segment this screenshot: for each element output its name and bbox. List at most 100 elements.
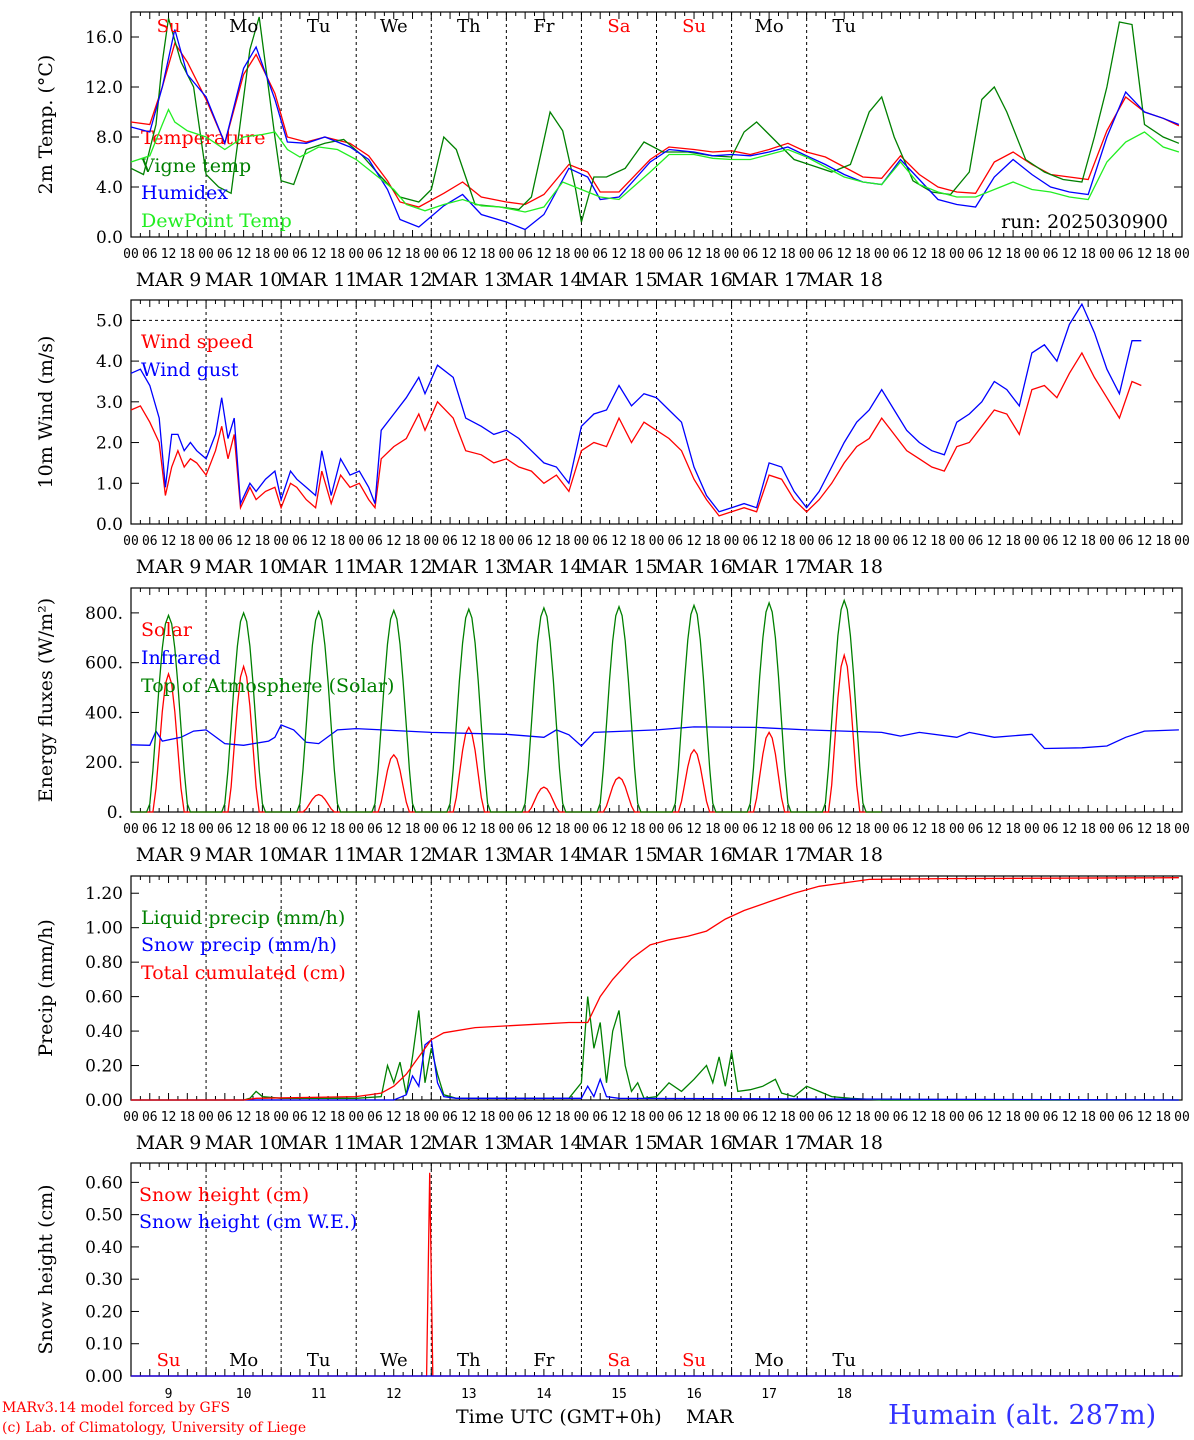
date-label: MAR 14 (505, 556, 583, 578)
hour-tick-label: 00 (1024, 534, 1040, 549)
hour-tick-label: 12 (461, 1110, 477, 1125)
legend-entry: Liquid precip (mm/h) (141, 907, 345, 929)
hour-tick-label: 12 (461, 247, 477, 262)
series-line-humidex (130, 29, 1180, 231)
legend-entry: DewPoint Temp (141, 210, 292, 232)
hour-tick-label: 18 (255, 1110, 271, 1125)
hour-tick-label: 12 (911, 1110, 927, 1125)
y-tick-label: 0.60 (85, 988, 123, 1008)
series-line-snow-precip-mm-h- (131, 1038, 1179, 1101)
y-tick-label: 0.80 (85, 953, 123, 973)
y-tick-label: 0.60 (85, 1173, 123, 1193)
hour-tick-label: 00 (123, 822, 139, 837)
hour-tick-label: 12 (911, 822, 927, 837)
hour-tick-label: 12 (161, 247, 177, 262)
hour-tick-label: 18 (705, 822, 721, 837)
hour-tick-label: 12 (686, 247, 702, 262)
date-label: MAR 15 (580, 556, 658, 578)
credit-line-1: MARv3.14 model forced by GFS (2, 1400, 231, 1416)
hour-tick-label: 06 (292, 247, 308, 262)
weekday-label: Sa (607, 16, 630, 37)
weekday-label: Mo (754, 1350, 783, 1371)
hour-tick-label: 06 (1118, 534, 1134, 549)
weekday-label: We (380, 1350, 408, 1371)
date-label: MAR 12 (355, 269, 433, 291)
legend-entry: Infrared (141, 647, 221, 669)
hour-tick-label: 06 (592, 534, 608, 549)
date-label: MAR 13 (430, 844, 508, 866)
hour-tick-label: 00 (799, 247, 815, 262)
hour-tick-label: 06 (517, 1110, 533, 1125)
day-number-label: 18 (836, 1387, 852, 1402)
date-label: MAR 9 (136, 844, 202, 866)
y-tick-label: 0.00 (85, 1367, 123, 1387)
hour-tick-label: 12 (686, 534, 702, 549)
hour-tick-label: 00 (724, 822, 740, 837)
hour-tick-label: 18 (405, 534, 421, 549)
day-number-label: 11 (311, 1387, 327, 1402)
hour-tick-label: 06 (1118, 1110, 1134, 1125)
hour-tick-label: 18 (255, 822, 271, 837)
hour-tick-label: 06 (592, 822, 608, 837)
weekday-label: Fr (533, 16, 554, 37)
hour-tick-label: 18 (1005, 247, 1021, 262)
hour-tick-label: 18 (930, 822, 946, 837)
series-line-dewpoint-temp (130, 107, 1180, 213)
hour-tick-label: 12 (836, 1110, 852, 1125)
hour-tick-label: 00 (273, 822, 289, 837)
hour-tick-label: 18 (1155, 822, 1171, 837)
weekday-label: Su (682, 16, 706, 37)
hour-tick-label: 06 (1043, 534, 1059, 549)
y-tick-label: 16.0 (85, 28, 123, 48)
day-number-label: 17 (761, 1387, 777, 1402)
hour-tick-label: 18 (179, 822, 195, 837)
hour-tick-label: 12 (236, 822, 252, 837)
series-line-liquid-precip-mm-h- (131, 996, 1179, 1101)
hour-tick-label: 00 (423, 1110, 439, 1125)
hour-tick-label: 18 (330, 534, 346, 549)
date-label: MAR 11 (280, 1132, 358, 1154)
hour-tick-label: 18 (780, 822, 796, 837)
y-tick-label: 0.0 (96, 515, 123, 535)
hour-tick-label: 00 (1174, 1110, 1190, 1125)
hour-tick-label: 00 (874, 822, 890, 837)
legend-entry: Wind gust (141, 359, 239, 381)
hour-tick-label: 06 (442, 822, 458, 837)
hour-tick-label: 12 (911, 534, 927, 549)
hour-tick-label: 06 (893, 1110, 909, 1125)
legend-entry: Total cumulated (cm) (141, 962, 346, 984)
date-label: MAR 10 (205, 269, 283, 291)
hour-tick-label: 06 (142, 822, 158, 837)
hour-tick-label: 06 (142, 1110, 158, 1125)
hour-tick-label: 00 (874, 1110, 890, 1125)
y-axis-label: 2m Temp. (°C) (35, 55, 57, 195)
hour-tick-label: 06 (292, 534, 308, 549)
weekday-label: Mo (754, 16, 783, 37)
hour-tick-label: 12 (311, 247, 327, 262)
hour-tick-label: 00 (1024, 247, 1040, 262)
hour-tick-label: 18 (705, 534, 721, 549)
series-line-vigne-temp (130, 16, 1180, 223)
date-label: MAR 17 (730, 269, 808, 291)
hour-tick-label: 18 (1155, 1110, 1171, 1125)
date-label: MAR 13 (430, 1132, 508, 1154)
hour-tick-label: 12 (611, 534, 627, 549)
hour-tick-label: 00 (499, 247, 515, 262)
hour-tick-label: 12 (461, 534, 477, 549)
hour-tick-label: 06 (818, 247, 834, 262)
date-label: MAR 9 (136, 1132, 202, 1154)
panel-frame (130, 11, 1183, 238)
date-label: MAR 9 (136, 269, 202, 291)
y-tick-label: 0.00 (85, 1091, 123, 1111)
hour-tick-label: 06 (517, 534, 533, 549)
panel-wind: 0.0 1.0 2.0 3.0 4.0 5.0 10m Wind (m/s) Wind spe… (35, 299, 1190, 578)
panel-temperature: 0.04.08.012.016.02m Temp. (°C) Temperatur… (35, 11, 1190, 291)
series-line-wind-gust (130, 302, 1142, 513)
hour-tick-label: 06 (367, 822, 383, 837)
date-label: MAR 16 (655, 844, 733, 866)
hour-tick-label: 06 (1043, 1110, 1059, 1125)
y-tick-label: 1.00 (85, 919, 123, 939)
hour-tick-label: 18 (1155, 247, 1171, 262)
hour-tick-label: 00 (1024, 1110, 1040, 1125)
hour-tick-label: 18 (480, 822, 496, 837)
